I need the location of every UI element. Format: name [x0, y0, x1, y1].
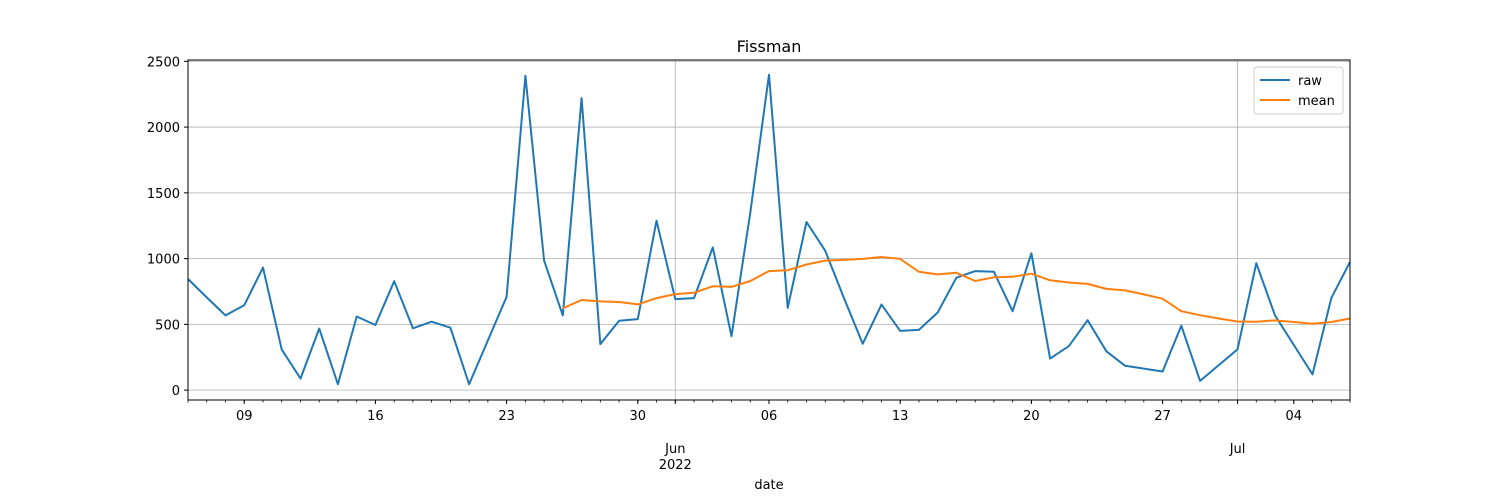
chart-title: Fissman: [737, 37, 802, 56]
x-tick-label: 16: [367, 409, 384, 424]
y-tick-label: 1500: [147, 187, 180, 202]
x-tick-label: 09: [236, 409, 253, 424]
legend-label-mean: mean: [1298, 94, 1335, 109]
x-tick-label: 30: [630, 409, 647, 424]
plot-area: [187, 73, 1351, 386]
series-line-raw: [187, 73, 1351, 386]
legend: raw mean: [1253, 66, 1344, 115]
y-tick-label: 2500: [147, 55, 180, 70]
x-tick-label: 23: [498, 409, 515, 424]
y-tick-label: 2000: [147, 121, 180, 136]
x-axis-label: date: [754, 478, 783, 493]
y-tick-label: 500: [155, 318, 180, 333]
x-major-tick-sublabel: 2022: [659, 458, 692, 473]
legend-box: [1253, 66, 1344, 115]
grid: [188, 60, 1350, 400]
legend-label-raw: raw: [1298, 74, 1322, 89]
x-tick-label: 20: [1023, 409, 1040, 424]
y-tick-label: 0: [172, 384, 180, 399]
y-tick-label: 1000: [147, 253, 180, 268]
x-tick-label: 06: [761, 409, 778, 424]
x-tick-label: 27: [1154, 409, 1171, 424]
x-major-tick-label: Jun: [664, 442, 685, 457]
x-tick-label: 13: [892, 409, 909, 424]
x-major-tick-label: Jul: [1229, 442, 1246, 457]
series-line-mean: [562, 256, 1351, 325]
x-tick-label: 04: [1286, 409, 1303, 424]
